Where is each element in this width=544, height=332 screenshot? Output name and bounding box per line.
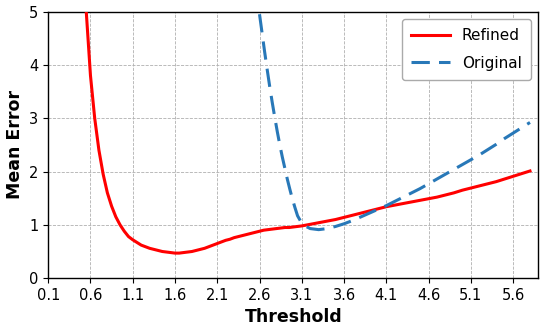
Original: [261, 49, 268, 53]
Original: [279, 155, 286, 159]
Original: [518, 126, 525, 130]
Original: [392, 200, 398, 204]
Original: [292, 206, 298, 210]
Line: Refined: Refined: [86, 12, 530, 253]
Original: [269, 100, 275, 104]
Original: [256, 12, 263, 16]
Original: [442, 172, 449, 176]
X-axis label: Threshold: Threshold: [244, 308, 342, 326]
Original: [417, 187, 423, 191]
Original: [349, 218, 356, 222]
Original: [383, 204, 390, 208]
Original: [527, 121, 533, 124]
Original: [502, 136, 508, 140]
Original: [284, 178, 290, 182]
Refined: [222, 238, 229, 242]
Original: [289, 197, 296, 201]
Original: [271, 115, 278, 119]
Original: [264, 67, 270, 71]
Original: [274, 129, 281, 133]
Original: [358, 215, 364, 219]
Original: [303, 224, 310, 228]
Refined: [218, 240, 225, 244]
Refined: [277, 226, 284, 230]
Refined: [176, 251, 182, 255]
Y-axis label: Mean Error: Mean Error: [5, 90, 23, 199]
Refined: [83, 10, 90, 14]
Original: [467, 158, 474, 162]
Original: [294, 214, 301, 218]
Original: [276, 143, 283, 147]
Original: [434, 177, 440, 181]
Original: [282, 166, 288, 170]
Original: [287, 188, 293, 192]
Original: [450, 167, 457, 171]
Original: [366, 211, 373, 215]
Original: [409, 191, 415, 195]
Original: [324, 226, 330, 230]
Line: Original: Original: [259, 14, 530, 230]
Original: [341, 222, 347, 226]
Refined: [358, 211, 364, 215]
Original: [476, 153, 483, 157]
Original: [485, 148, 491, 152]
Original: [400, 195, 406, 199]
Original: [459, 163, 466, 167]
Original: [259, 31, 265, 35]
Original: [267, 84, 273, 88]
Refined: [527, 169, 533, 173]
Original: [510, 131, 516, 135]
Original: [307, 226, 313, 230]
Original: [493, 142, 499, 146]
Legend: Refined, Original: Refined, Original: [402, 19, 531, 80]
Refined: [172, 251, 178, 255]
Original: [425, 182, 432, 186]
Refined: [163, 250, 170, 254]
Original: [316, 228, 322, 232]
Original: [332, 224, 339, 228]
Original: [299, 221, 305, 225]
Original: [375, 208, 381, 211]
